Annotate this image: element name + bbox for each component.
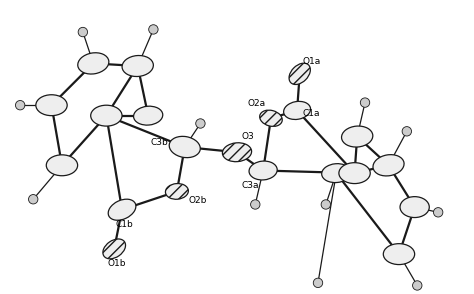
Ellipse shape (149, 25, 158, 34)
Ellipse shape (289, 63, 310, 84)
Ellipse shape (400, 197, 429, 218)
Ellipse shape (36, 95, 67, 116)
Ellipse shape (122, 56, 154, 76)
Text: C3b: C3b (150, 138, 168, 147)
Ellipse shape (108, 199, 136, 220)
Ellipse shape (322, 164, 351, 183)
Text: C1b: C1b (115, 220, 133, 229)
Text: C3a: C3a (241, 181, 259, 190)
Ellipse shape (251, 200, 260, 209)
Ellipse shape (373, 155, 404, 176)
Ellipse shape (412, 281, 422, 290)
Ellipse shape (91, 105, 122, 126)
Ellipse shape (433, 208, 443, 217)
Text: O1b: O1b (107, 259, 126, 268)
Ellipse shape (16, 101, 25, 110)
Ellipse shape (360, 98, 370, 107)
Ellipse shape (313, 278, 323, 288)
Text: O3: O3 (241, 132, 254, 141)
Ellipse shape (28, 195, 38, 204)
Ellipse shape (321, 200, 330, 209)
Ellipse shape (169, 136, 201, 158)
Ellipse shape (339, 163, 370, 183)
Ellipse shape (249, 161, 277, 180)
Ellipse shape (196, 119, 205, 128)
Ellipse shape (342, 126, 373, 147)
Text: O2a: O2a (247, 99, 266, 108)
Ellipse shape (383, 244, 415, 265)
Ellipse shape (78, 53, 109, 74)
Ellipse shape (165, 183, 188, 199)
Text: O1a: O1a (303, 57, 321, 66)
Ellipse shape (402, 127, 411, 136)
Ellipse shape (78, 27, 88, 37)
Ellipse shape (222, 143, 252, 162)
Ellipse shape (283, 101, 310, 119)
Ellipse shape (260, 110, 282, 126)
Ellipse shape (103, 239, 126, 259)
Text: C1a: C1a (302, 108, 320, 118)
Ellipse shape (134, 106, 163, 125)
Ellipse shape (46, 155, 78, 176)
Text: O2b: O2b (188, 196, 207, 205)
